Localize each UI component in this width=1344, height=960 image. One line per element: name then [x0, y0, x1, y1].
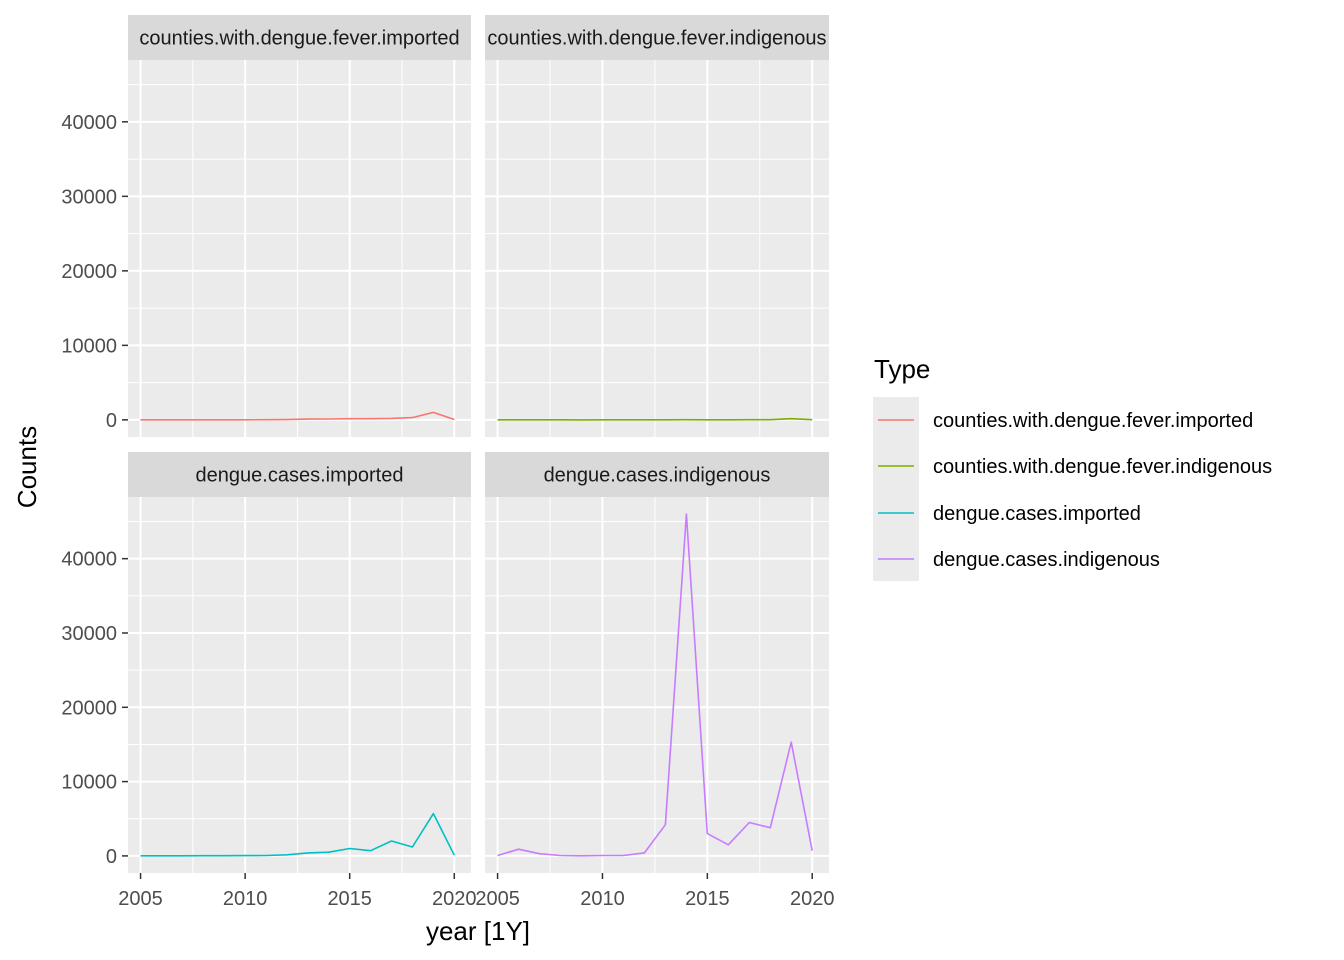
series-line — [497, 513, 813, 857]
series-line — [140, 411, 455, 421]
legend-entries: counties.with.dengue.fever.imported count… — [878, 410, 1272, 571]
facet-panel: dengue.cases.indigenous — [485, 452, 829, 873]
axes-layer: 0 10000 20000 30000 40000 0 10000 20000 30000 400… — [61, 112, 834, 910]
legend-entry-label: dengue.cases.imported — [933, 503, 1141, 525]
y-tick-label: 20000 — [61, 697, 117, 719]
panel-background — [485, 60, 829, 437]
y-tick-label: 30000 — [61, 186, 117, 208]
series-line — [497, 417, 813, 421]
panels-layer: counties.with.dengue.fever.imported count… — [128, 15, 829, 873]
x-tick-label: 2010 — [580, 888, 625, 910]
x-tick-label: 2015 — [327, 888, 372, 910]
y-tick-label: 40000 — [61, 549, 117, 571]
facet-panel: dengue.cases.imported — [128, 452, 471, 873]
facet-strip — [128, 452, 471, 497]
facet-panel: counties.with.dengue.fever.indigenous — [485, 15, 829, 437]
legend: Type counties.with.dengue.fever.imported… — [873, 354, 1272, 581]
x-tick-label: 2010 — [223, 888, 268, 910]
x-tick-label: 2015 — [685, 888, 730, 910]
legend-entry-label: counties.with.dengue.fever.imported — [933, 410, 1253, 432]
series-line — [140, 812, 456, 857]
y-axis-title: Counts — [12, 426, 42, 508]
panel-background — [128, 497, 471, 873]
y-tick-label: 10000 — [61, 335, 117, 357]
facet-strip-label: counties.with.dengue.fever.indigenous — [487, 28, 826, 50]
x-tick-label: 2020 — [432, 888, 477, 910]
legend-key-background — [873, 397, 919, 581]
facet-strip-label: counties.with.dengue.fever.imported — [139, 28, 459, 50]
y-tick-label: 30000 — [61, 623, 117, 645]
facet-strip — [128, 15, 471, 60]
y-tick-label: 10000 — [61, 772, 117, 794]
facet-panel: counties.with.dengue.fever.imported — [128, 15, 471, 437]
y-tick-label: 40000 — [61, 112, 117, 134]
facet-strip-label: dengue.cases.imported — [196, 465, 404, 487]
legend-entry-label: dengue.cases.indigenous — [933, 549, 1160, 571]
panel-background — [128, 60, 471, 437]
x-axis-title: year [1Y] — [426, 916, 530, 946]
facet-strip — [485, 452, 829, 497]
legend-title: Type — [874, 354, 930, 384]
x-tick-label: 2005 — [475, 888, 520, 910]
y-tick-label: 20000 — [61, 261, 117, 283]
y-tick-label: 0 — [106, 846, 117, 868]
x-tick-label: 2020 — [790, 888, 835, 910]
facet-strip — [485, 15, 829, 60]
x-tick-label: 2005 — [118, 888, 163, 910]
panel-background — [485, 497, 829, 873]
facet-strip-label: dengue.cases.indigenous — [544, 465, 771, 487]
y-tick-label: 0 — [106, 410, 117, 432]
legend-entry-label: counties.with.dengue.fever.indigenous — [933, 456, 1272, 478]
